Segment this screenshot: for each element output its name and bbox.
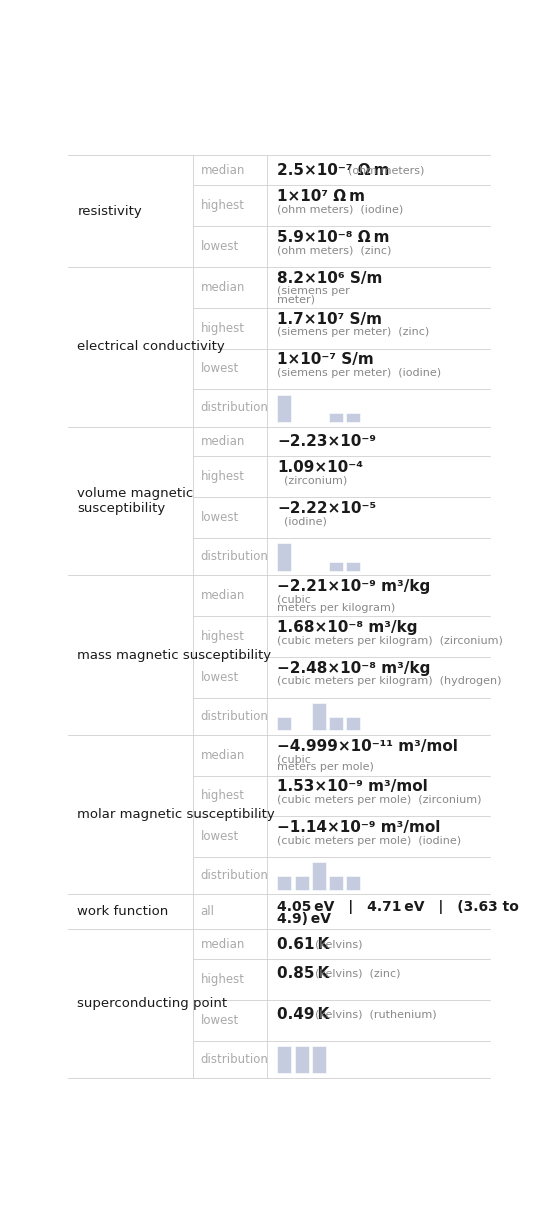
Text: meters per kilogram): meters per kilogram) — [277, 603, 396, 613]
Bar — [277, 716, 292, 731]
Bar — [294, 1046, 308, 1073]
Text: (siemens per meter)  (zinc): (siemens per meter) (zinc) — [277, 328, 430, 337]
Text: −2.22×10⁻⁵: −2.22×10⁻⁵ — [277, 501, 377, 516]
Text: median: median — [201, 590, 245, 602]
Bar — [346, 413, 360, 423]
Text: median: median — [201, 435, 245, 448]
Bar — [277, 395, 292, 423]
Text: superconducting point: superconducting point — [77, 998, 228, 1010]
Bar — [312, 862, 325, 890]
Text: 8.2×10⁶ S/m: 8.2×10⁶ S/m — [277, 270, 383, 286]
Text: distribution: distribution — [201, 1052, 268, 1066]
Text: (kelvins): (kelvins) — [315, 939, 362, 949]
Text: highest: highest — [201, 789, 245, 803]
Text: (cubic meters per mole)  (iodine): (cubic meters per mole) (iodine) — [277, 836, 462, 845]
Text: 1×10⁷ Ω m: 1×10⁷ Ω m — [277, 189, 366, 205]
Text: (kelvins)  (zinc): (kelvins) (zinc) — [315, 968, 401, 978]
Text: 2.5×10⁻⁷ Ω m: 2.5×10⁻⁷ Ω m — [277, 163, 390, 178]
Text: (ohm meters)  (iodine): (ohm meters) (iodine) — [277, 205, 404, 214]
Text: 4.05 eV | 4.71 eV | (3.63 to: 4.05 eV | 4.71 eV | (3.63 to — [277, 900, 519, 914]
Text: −2.21×10⁻⁹ m³/kg: −2.21×10⁻⁹ m³/kg — [277, 580, 431, 594]
Bar — [346, 876, 360, 890]
Text: electrical conductivity: electrical conductivity — [77, 340, 225, 353]
Text: (zirconium): (zirconium) — [277, 476, 348, 486]
Text: median: median — [201, 281, 245, 294]
Text: (siemens per: (siemens per — [277, 286, 350, 296]
Text: (ohm meters)  (zinc): (ohm meters) (zinc) — [277, 246, 392, 256]
Text: 4.9) eV: 4.9) eV — [277, 912, 331, 927]
Text: highest: highest — [201, 200, 245, 212]
Text: (cubic meters per mole)  (zirconium): (cubic meters per mole) (zirconium) — [277, 795, 482, 805]
Text: work function: work function — [77, 905, 168, 918]
Text: 0.49 K: 0.49 K — [277, 1006, 330, 1022]
Text: highest: highest — [201, 322, 245, 335]
Text: 1×10⁻⁷ S/m: 1×10⁻⁷ S/m — [277, 352, 374, 368]
Text: −2.48×10⁻⁸ m³/kg: −2.48×10⁻⁸ m³/kg — [277, 660, 431, 676]
Text: 1.53×10⁻⁹ m³/mol: 1.53×10⁻⁹ m³/mol — [277, 780, 428, 794]
Text: meters per mole): meters per mole) — [277, 762, 374, 772]
Bar — [329, 561, 343, 571]
Text: distribution: distribution — [201, 870, 268, 882]
Text: 5.9×10⁻⁸ Ω m: 5.9×10⁻⁸ Ω m — [277, 230, 390, 245]
Text: lowest: lowest — [201, 1013, 239, 1027]
Text: (cubic meters per kilogram)  (hydrogen): (cubic meters per kilogram) (hydrogen) — [277, 676, 502, 686]
Bar — [277, 543, 292, 571]
Bar — [277, 1046, 292, 1073]
Text: (cubic meters per kilogram)  (zirconium): (cubic meters per kilogram) (zirconium) — [277, 636, 504, 646]
Text: (ohm meters): (ohm meters) — [348, 166, 425, 175]
Text: −4.999×10⁻¹¹ m³/mol: −4.999×10⁻¹¹ m³/mol — [277, 738, 458, 754]
Text: lowest: lowest — [201, 512, 239, 524]
Bar — [329, 876, 343, 890]
Text: lowest: lowest — [201, 671, 239, 683]
Text: mass magnetic susceptibility: mass magnetic susceptibility — [77, 648, 271, 661]
Text: median: median — [201, 749, 245, 761]
Text: resistivity: resistivity — [77, 205, 142, 218]
Text: 1.68×10⁻⁸ m³/kg: 1.68×10⁻⁸ m³/kg — [277, 620, 418, 635]
Text: highest: highest — [201, 973, 245, 987]
Text: highest: highest — [201, 630, 245, 643]
Text: (iodine): (iodine) — [277, 516, 328, 526]
Text: (kelvins)  (ruthenium): (kelvins) (ruthenium) — [315, 1010, 437, 1019]
Bar — [277, 876, 292, 890]
Text: 1.09×10⁻⁴: 1.09×10⁻⁴ — [277, 460, 364, 475]
Text: 0.85 K: 0.85 K — [277, 966, 330, 980]
Text: all: all — [201, 905, 215, 918]
Bar — [312, 703, 325, 731]
Text: 1.7×10⁷ S/m: 1.7×10⁷ S/m — [277, 312, 383, 326]
Bar — [329, 413, 343, 423]
Text: distribution: distribution — [201, 551, 268, 563]
Text: median: median — [201, 938, 245, 950]
Text: −2.23×10⁻⁹: −2.23×10⁻⁹ — [277, 434, 377, 449]
Text: 0.61 K: 0.61 K — [277, 937, 330, 951]
Text: (cubic: (cubic — [277, 594, 311, 604]
Bar — [294, 876, 308, 890]
Bar — [346, 716, 360, 731]
Text: (siemens per meter)  (iodine): (siemens per meter) (iodine) — [277, 368, 441, 378]
Text: distribution: distribution — [201, 402, 268, 414]
Text: −1.14×10⁻⁹ m³/mol: −1.14×10⁻⁹ m³/mol — [277, 820, 441, 836]
Bar — [312, 1046, 325, 1073]
Text: lowest: lowest — [201, 240, 239, 253]
Bar — [346, 561, 360, 571]
Text: (cubic: (cubic — [277, 754, 311, 764]
Text: volume magnetic
susceptibility: volume magnetic susceptibility — [77, 487, 193, 515]
Text: distribution: distribution — [201, 710, 268, 722]
Text: median: median — [201, 164, 245, 177]
Text: meter): meter) — [277, 295, 316, 304]
Text: highest: highest — [201, 470, 245, 484]
Text: molar magnetic susceptibility: molar magnetic susceptibility — [77, 808, 275, 821]
Text: lowest: lowest — [201, 831, 239, 843]
Text: lowest: lowest — [201, 363, 239, 375]
Bar — [329, 716, 343, 731]
